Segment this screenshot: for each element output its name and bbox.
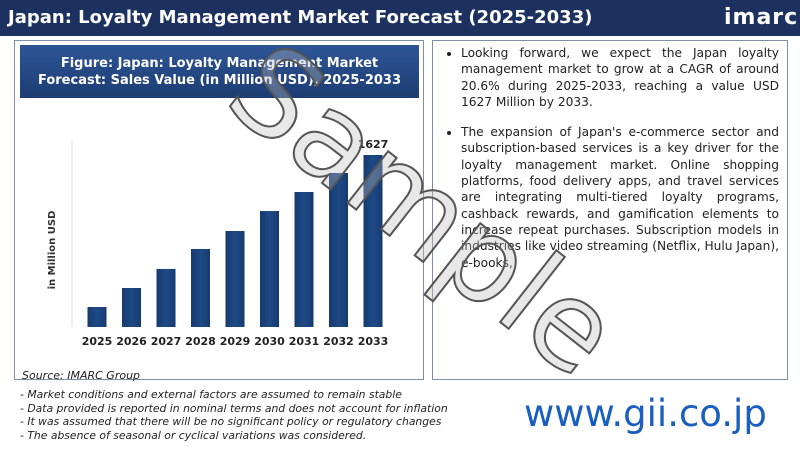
notes: - Market conditions and external factors… [20,388,448,442]
x-tick-label: 2028 [185,335,216,348]
bar [122,287,141,327]
x-tick-label: 2029 [220,335,251,348]
bar [156,268,176,327]
text-panel: Looking forward, we expect the Japan loy… [432,40,788,380]
note: - Data provided is reported in nominal t… [20,401,448,415]
source: Source: IMARC Group [22,369,141,382]
bar [329,172,348,327]
bar [87,307,107,327]
x-tick-label: 2027 [151,335,182,348]
bullet: Looking forward, we expect the Japan loy… [461,45,779,110]
y-axis-label: in Million USD [47,211,58,290]
x-tick-label: 2033 [358,335,389,348]
note: - The absence of seasonal or cyclical va… [20,428,367,442]
website: www.gii.co.jp [524,392,767,435]
x-tick-label: 2025 [82,335,113,348]
bar [260,211,279,327]
data-label: 1627 [358,138,389,151]
note: - Market conditions and external factors… [20,388,402,401]
bar [225,231,245,327]
note: - It was assumed that there will be no s… [20,415,442,428]
bullet: The expansion of Japan's e-commerce sect… [461,124,779,271]
bar [191,248,210,327]
logo: imarc [724,5,799,30]
x-tick-label: 2026 [116,335,147,348]
bar [363,155,383,327]
chart: in Million USD 2025 2026 2027 2028 2029 2030 20… [47,138,389,348]
chart-title: Figure: Japan: Loyalty Management Market… [20,45,419,98]
bullet-list: Looking forward, we expect the Japan loy… [441,45,779,271]
chart-panel [14,40,424,380]
bar [294,192,314,327]
x-tick-label: 2030 [254,335,285,348]
x-tick-label: 2031 [289,335,320,348]
header-title: Japan: Loyalty Management Market Forecas… [8,7,593,28]
header-bar [0,0,800,36]
x-tick-label: 2032 [323,335,354,348]
